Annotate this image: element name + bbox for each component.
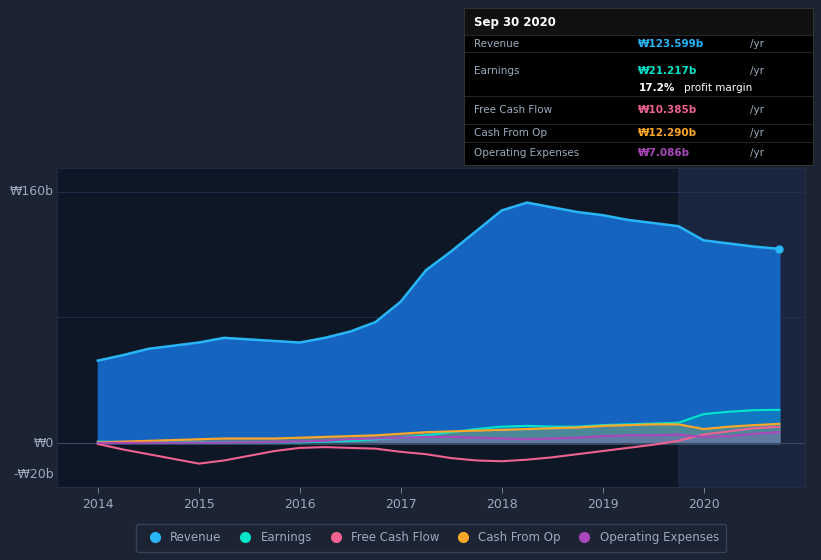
Text: /yr: /yr	[750, 105, 764, 115]
Bar	[678, 168, 805, 487]
Text: profit margin: profit margin	[684, 83, 752, 94]
Text: Sep 30 2020: Sep 30 2020	[475, 16, 556, 29]
Text: /yr: /yr	[750, 66, 764, 76]
Text: Free Cash Flow: Free Cash Flow	[475, 105, 553, 115]
Text: ₩12.290b: ₩12.290b	[639, 128, 698, 138]
Text: -₩20b: -₩20b	[13, 468, 53, 481]
Text: /yr: /yr	[750, 39, 764, 49]
Text: /yr: /yr	[750, 128, 764, 138]
Text: /yr: /yr	[750, 148, 764, 158]
Text: Earnings: Earnings	[475, 66, 520, 76]
Text: ₩10.385b: ₩10.385b	[639, 105, 698, 115]
Text: ₩123.599b: ₩123.599b	[639, 39, 704, 49]
Text: Revenue: Revenue	[475, 39, 520, 49]
Text: Operating Expenses: Operating Expenses	[475, 148, 580, 158]
Text: ₩160b: ₩160b	[10, 185, 53, 198]
Text: ₩0: ₩0	[34, 437, 53, 450]
Legend: Revenue, Earnings, Free Cash Flow, Cash From Op, Operating Expenses: Revenue, Earnings, Free Cash Flow, Cash …	[136, 524, 726, 552]
Text: ₩7.086b: ₩7.086b	[639, 148, 690, 158]
Text: Cash From Op: Cash From Op	[475, 128, 548, 138]
Text: 17.2%: 17.2%	[639, 83, 675, 94]
Text: ₩21.217b: ₩21.217b	[639, 66, 698, 76]
Bar	[464, 8, 813, 36]
